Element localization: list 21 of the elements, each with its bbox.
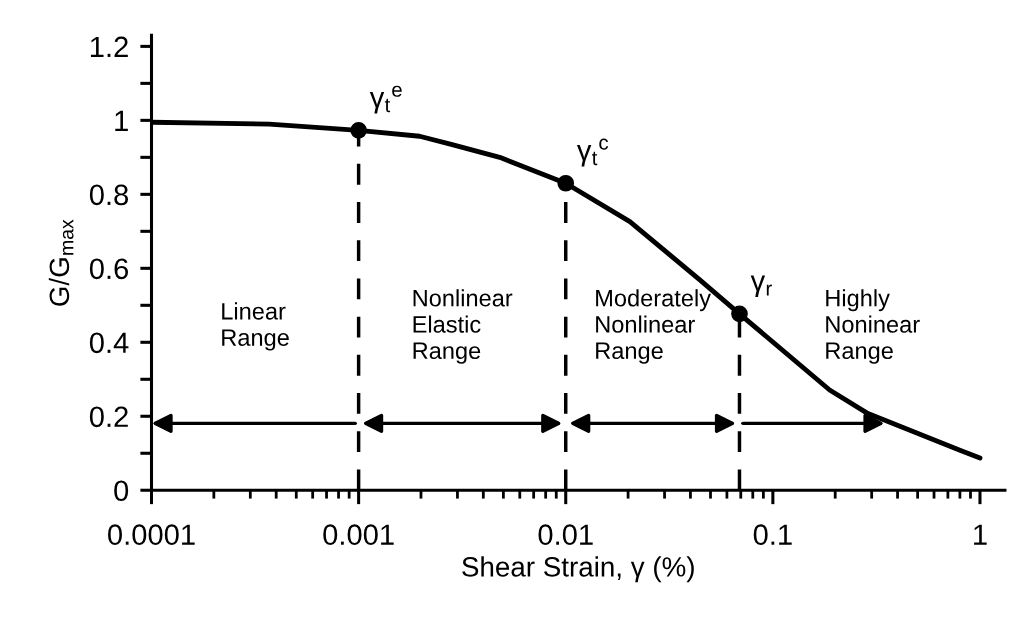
- x-axis-title: Shear Strain, γ (%): [462, 556, 694, 583]
- annotation: Highly Noninear Range: [826, 289, 920, 364]
- x-tick-label: 0.01: [538, 524, 593, 546]
- y-axis-title: G/G$_{max}$: [48, 219, 74, 306]
- x-tick-label: 1: [974, 524, 987, 545]
- x-tick-label: 0.1: [753, 524, 792, 546]
- annotation: γ$_{t}$$^{c}$: [576, 138, 609, 167]
- annotation: γ$_{r}$: [750, 275, 772, 298]
- x-tick-label: 0.001: [323, 524, 394, 546]
- y-tick-label: 0.4: [89, 332, 129, 354]
- annotation: Linear Range: [222, 302, 289, 351]
- y-tick-label: 1: [115, 110, 128, 131]
- annotation: Moderately Nonlinear Range: [596, 289, 711, 364]
- annotation: Nonlinear Elastic Range: [413, 289, 513, 364]
- y-tick-label: 0.6: [89, 258, 128, 280]
- y-tick-label: 1.2: [90, 36, 128, 57]
- y-tick-label: 0.2: [89, 406, 128, 428]
- y-tick-label: 0: [114, 480, 129, 502]
- annotation: γ$_{t}$$^{e}$: [369, 85, 402, 114]
- y-tick-label: 0.8: [89, 184, 129, 206]
- x-tick-label: 0.0001: [108, 524, 195, 546]
